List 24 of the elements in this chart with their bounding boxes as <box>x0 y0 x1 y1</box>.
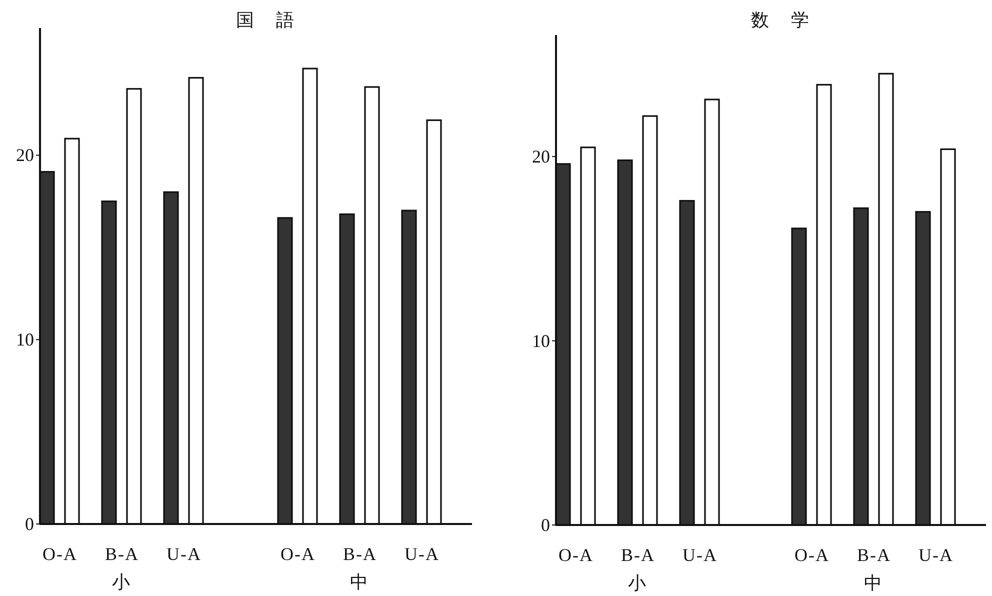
y-tick-label: 10 <box>532 330 550 351</box>
text: 中 <box>864 573 882 594</box>
y-tick-label: 20 <box>532 146 550 167</box>
x-tick-label: U-A <box>166 544 202 564</box>
text: 小 <box>628 573 646 594</box>
x-tick-label: O-A <box>42 544 78 564</box>
x-tick-label: B-A <box>621 545 655 565</box>
y-tick-label: 0 <box>541 515 550 535</box>
x-tick-label: O-A <box>794 545 830 565</box>
chart-title: 数学 <box>751 10 831 31</box>
x-tick-label: U-A <box>404 544 440 564</box>
x-tick-label: B-A <box>343 544 377 564</box>
y-tick-label: 10 <box>16 330 34 350</box>
x-tick-label: O-A <box>558 545 594 565</box>
x-tick-label: B-A <box>105 544 139 564</box>
y-tick-label: 20 <box>16 145 34 166</box>
x-tick-label: U-A <box>682 545 718 565</box>
text: 小 <box>112 572 130 593</box>
text: 中 <box>350 572 368 593</box>
x-tick-label: U-A <box>918 545 954 565</box>
chart-title: 国語 <box>236 10 316 31</box>
x-tick-label: B-A <box>857 545 891 565</box>
x-tick-label: O-A <box>280 544 316 564</box>
y-tick-label: 0 <box>25 514 34 534</box>
